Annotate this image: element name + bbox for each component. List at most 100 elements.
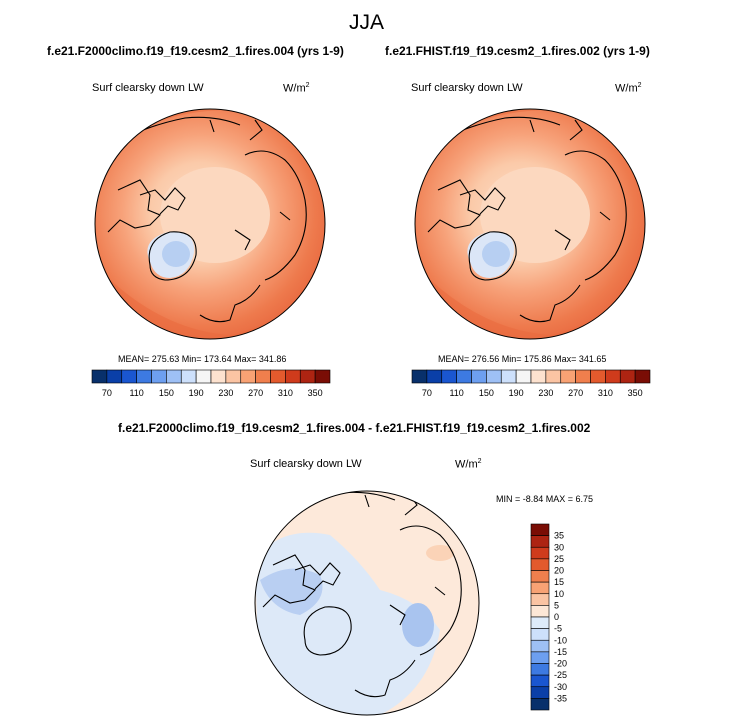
panel1-colorbar-swatch [121,369,137,384]
panel2-case-title: f.e21.FHIST.f19_f19.cesm2_1.fires.002 (y… [385,44,650,58]
panel1-colorbar-swatch [166,369,182,384]
panel2-warm-band-south [415,260,645,339]
panel2-colorbar-swatch [575,369,591,384]
diff-case-title: f.e21.F2000climo.f19_f19.cesm2_1.fires.0… [118,421,591,435]
panel1-colorbar-tick: 350 [308,388,323,398]
panel1-colorbar-tick: 150 [159,388,174,398]
panel1-colorbar-swatch [91,369,108,384]
diff-colorbar-swatch [530,523,550,536]
page-title: JJA [349,11,385,34]
panel2-greenland-core [482,241,510,267]
panel1-greenland-core [162,241,190,267]
panel2-coastlines [427,116,627,323]
diff-colorbar-tick: 15 [554,577,564,587]
panel2-colorbar-swatch [634,369,651,384]
panel2-colorbar-swatch [426,369,443,384]
diff-colorbar-swatch [530,616,550,629]
panel2-colorbar-swatch [441,369,457,384]
panel2-colorbar-tick: 190 [509,388,524,398]
diff-colorbar-swatch [530,535,550,548]
panel1-colorbar-swatch [240,369,256,384]
panel1-colorbar-swatch [225,369,242,384]
panel2-colorbar-swatch [486,369,502,384]
diff-negative-core [402,603,434,647]
panel2-polar-map [414,108,646,340]
diff-positive-patch [426,545,454,561]
diff-colorbar-swatch [530,639,550,653]
panel2-colorbar-swatch [605,369,621,384]
panel1-colorbar-tick: 70 [102,388,112,398]
diff-colorbar-tick: -35 [554,693,567,703]
panel1-polar-map [94,108,326,340]
diff-colorbar-swatch [530,674,550,688]
diff-colorbar-swatch [530,628,550,641]
panel2-units: W/m2 [615,82,642,95]
diff-colorbar-swatch [530,663,550,676]
panel1-colorbar-swatch [270,369,286,384]
panel2-colorbar-tick: 310 [598,388,613,398]
panel2-stats: MEAN= 276.56 Min= 175.86 Max= 341.65 [438,354,607,364]
diff-colorbar-tick: 30 [554,542,564,552]
panel2-colorbar-tick: 230 [538,388,553,398]
diff-colorbar-tick: -25 [554,670,567,680]
panel2-variable-label: Surf clearsky down LW [411,82,523,94]
panel2-colorbar-swatch [619,369,636,384]
diff-map-border [254,490,480,716]
diff-colorbar-tick: -5 [554,624,562,634]
panel2-colorbar-tick: 70 [422,388,432,398]
diff-colorbar-tick: 20 [554,566,564,576]
panel1-colorbar-swatch [151,369,167,384]
panel1-colorbar-swatch [195,369,212,384]
panel1-colorbar-tick: 190 [189,388,204,398]
diff-colorbar-tick: -10 [554,635,567,645]
diff-negative-region-2 [260,568,323,615]
panel1-colorbar-swatch [285,369,301,384]
panel1-colorbar-tick: 230 [218,388,233,398]
panel1-map-border [94,108,326,340]
panel1-colorbar-swatch [314,369,331,384]
panel1-colorbar-tick: 270 [248,388,263,398]
diff-colorbar-swatch [530,546,550,560]
panel2-colorbar-tick: 110 [449,388,463,398]
diff-colorbar-tick: 35 [554,531,564,541]
diff-colorbar-tick: 0 [554,612,559,622]
diff-units: W/m2 [455,458,482,471]
panel1-colorbar-swatch [255,369,271,384]
diff-polar-map [254,490,480,716]
panel1-colorbar-swatch [136,369,152,384]
panel1-colorbar-swatch [180,369,197,384]
diff-colorbar-swatch [530,605,550,618]
panel2-colorbar-swatch [530,369,547,384]
diff-colorbar-tick: 25 [554,554,564,564]
panel2-colorbar-swatch [411,369,428,384]
panel2-colorbar-swatch [560,369,576,384]
diff-stats: MIN = -8.84 MAX = 6.75 [496,494,594,504]
panel1-case-title: f.e21.F2000climo.f19_f19.cesm2_1.fires.0… [47,44,344,58]
panel2-colorbar: 70 110 150 190 230 270 310 350 [411,369,651,398]
panel1-variable-label: Surf clearsky down LW [92,82,204,94]
panel2-colorbar-tick: 350 [628,388,643,398]
diff-colorbar-swatch [530,593,550,606]
panel2-colorbar-swatch [456,369,472,384]
panel2-colorbar-tick: 150 [479,388,494,398]
panel2-colorbar-swatch [515,369,532,384]
panel2-map-border [414,108,646,340]
diff-colorbar-tick: -15 [554,647,567,657]
panel1-stats: MEAN= 275.63 Min= 173.64 Max= 341.86 [118,354,287,364]
diff-colorbar-tick: -20 [554,659,567,669]
diff-colorbar-swatch [530,698,550,711]
diff-colorbar-tick: 5 [554,600,559,610]
panel1-colorbar-tick: 110 [129,388,143,398]
diff-colorbar-tick: -30 [554,682,567,692]
panel2-colorbar-tick: 270 [568,388,583,398]
diff-colorbar-swatch [530,581,550,595]
panel1-units: W/m2 [283,82,310,95]
panel1-colorbar-swatch [210,369,227,384]
panel1-colorbar-tick: 310 [278,388,293,398]
panel1-colorbar-swatch [106,369,123,384]
diff-colorbar-swatch [530,651,550,664]
diff-colorbar-swatch [530,570,550,583]
panel1-colorbar: 70 110 150 190 230 270 310 350 [91,369,331,398]
